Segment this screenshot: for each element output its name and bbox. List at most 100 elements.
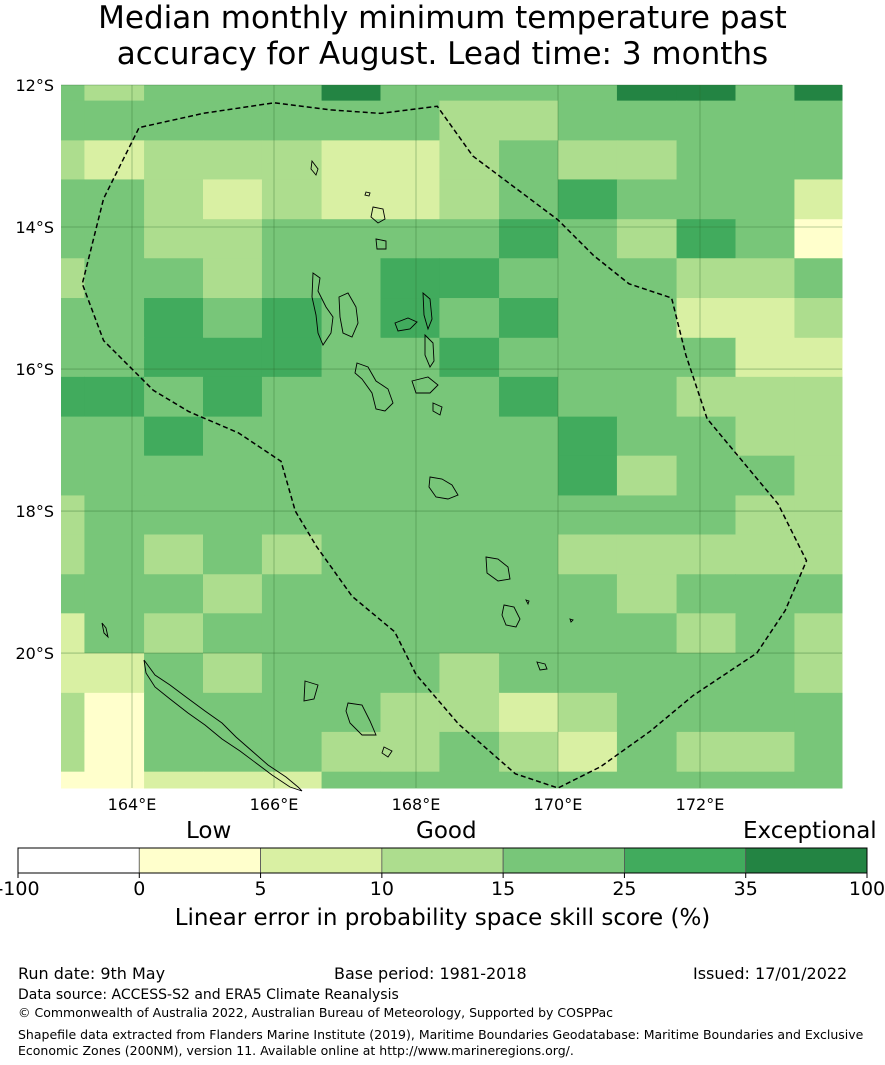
title-line-1: Median monthly minimum temperature past: [98, 0, 787, 36]
skill-cell: [735, 179, 795, 220]
skill-cell: [61, 219, 85, 259]
skill-cell: [616, 140, 678, 180]
skill-cell: [84, 85, 145, 102]
skill-cell: [261, 455, 323, 496]
skill-cell: [144, 85, 204, 102]
skill-cell: [61, 455, 85, 496]
skill-cell: [203, 258, 263, 299]
colorbar: -100 0 5 10 15 25 35 100: [0, 840, 885, 900]
skill-cell: [439, 534, 500, 575]
skill-cell: [616, 653, 678, 694]
eez-boundary: [81, 102, 808, 789]
colorbar-tick-label: 100: [849, 878, 885, 900]
skill-cell: [61, 653, 85, 694]
skill-cell: [676, 258, 736, 299]
skill-cell: [61, 771, 85, 789]
skill-cell: [735, 495, 795, 535]
colorbar-tick-label: 5: [255, 878, 267, 900]
skill-cell: [558, 298, 618, 339]
skill-cell: [61, 376, 85, 418]
skill-cell: [558, 376, 618, 418]
skill-cell: [439, 85, 500, 102]
skill-cell: [616, 495, 678, 535]
skill-cell: [558, 416, 618, 457]
skill-cell: [61, 574, 85, 614]
skill-cell: [321, 653, 381, 694]
skill-cell: [321, 455, 381, 496]
graticule: [61, 84, 842, 788]
latitude-labels: 12°S 14°S 16°S 18°S 20°S: [15, 76, 54, 663]
skill-cell: [499, 455, 559, 496]
skill-cell: [439, 140, 500, 180]
skill-cell: [558, 771, 618, 789]
skill-cell: [321, 771, 381, 789]
skill-cell: [616, 100, 678, 141]
skill-cell: [84, 416, 145, 457]
data-source: Data source: ACCESS-S2 and ERA5 Climate …: [18, 987, 399, 1003]
chart-title: Median monthly minimum temperature past …: [0, 0, 885, 72]
skill-cell: [261, 416, 323, 457]
island-espiritu-santo: [311, 272, 334, 346]
island-tanna: [501, 604, 521, 628]
skill-cell: [84, 574, 145, 614]
longitude-labels: 164°E 166°E 168°E 170°E 172°E: [108, 795, 725, 814]
skill-cell: [439, 258, 500, 299]
skill-cell: [144, 179, 204, 220]
skill-cell: [61, 179, 85, 220]
skill-cell: [203, 100, 263, 141]
island-maewo: [422, 291, 433, 331]
skill-cell: [676, 613, 736, 654]
skill-cells: [61, 85, 843, 789]
skill-cell: [439, 376, 500, 418]
colorbar-tick-label: 35: [734, 878, 758, 900]
skill-cell: [203, 376, 263, 418]
skill-cell: [203, 613, 263, 654]
skill-cell: [499, 574, 559, 614]
island-ambrym: [411, 376, 439, 394]
skill-cell: [203, 219, 263, 259]
colorbar-segment: [260, 847, 383, 874]
skill-cell: [735, 100, 795, 141]
skill-cell: [558, 455, 618, 496]
skill-cell: [84, 771, 145, 789]
skill-cell: [676, 455, 736, 496]
skill-cell: [144, 495, 204, 535]
skill-cell: [144, 692, 204, 733]
skill-cell: [380, 376, 440, 418]
skill-cell: [558, 337, 618, 378]
skill-cell: [61, 140, 85, 180]
skill-cell: [676, 100, 736, 141]
skill-cell: [616, 613, 678, 654]
skill-cell: [439, 692, 500, 733]
skill-cell: [439, 416, 500, 457]
skill-cell: [439, 179, 500, 220]
skill-cell: [676, 534, 736, 575]
skill-cell: [676, 731, 736, 773]
skill-cell: [203, 574, 263, 614]
skill-cell: [261, 613, 323, 654]
island-epi: [432, 402, 443, 416]
skill-cell: [439, 219, 500, 259]
skill-cell: [321, 100, 381, 141]
skill-cell: [203, 416, 263, 457]
skill-cell: [321, 613, 381, 654]
skill-cell: [735, 219, 795, 259]
skill-cell: [144, 258, 204, 299]
skill-cell: [321, 692, 381, 733]
skill-cell: [321, 298, 381, 339]
skill-cell: [439, 337, 500, 378]
island-belep: [101, 622, 109, 639]
skill-cell: [84, 258, 145, 299]
skill-cell: [616, 219, 678, 259]
skill-cell: [499, 298, 559, 339]
skill-cell: [203, 534, 263, 575]
skill-cell: [616, 85, 678, 102]
skill-cell: [144, 731, 204, 773]
skill-cell: [676, 416, 736, 457]
skill-cell: [380, 731, 440, 773]
skill-cell: [144, 298, 204, 339]
skill-cell: [558, 100, 618, 141]
skill-cell: [321, 534, 381, 575]
skill-cell: [558, 653, 618, 694]
skill-cell: [794, 85, 843, 102]
